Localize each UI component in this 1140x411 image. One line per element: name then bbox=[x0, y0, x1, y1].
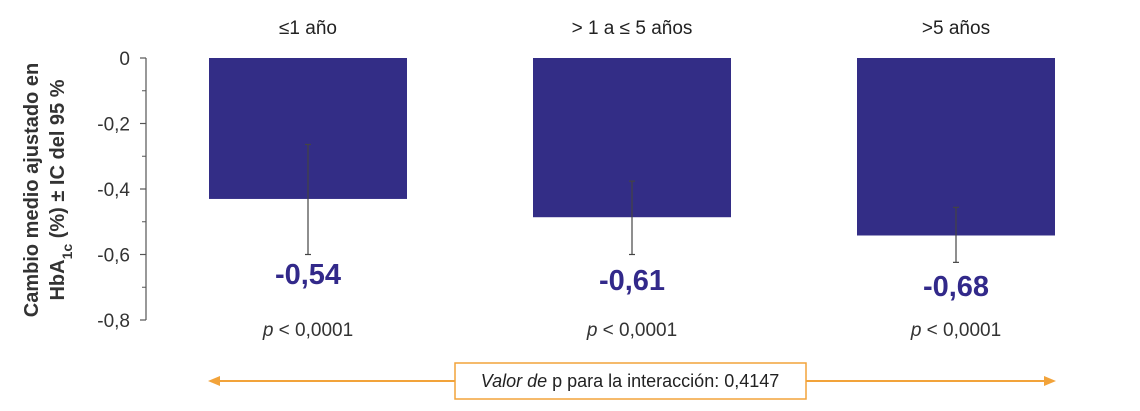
y-tick-label: -0,4 bbox=[97, 180, 130, 201]
arrow-head-right bbox=[1044, 376, 1056, 386]
bars bbox=[209, 58, 1055, 263]
interaction-box bbox=[454, 362, 807, 400]
y-tick-label: 0 bbox=[119, 49, 130, 70]
p-value-label: p < 0,0001 bbox=[910, 320, 1001, 341]
interaction-note: Valor de p para la interacción: 0,4147 bbox=[208, 362, 1056, 400]
bar bbox=[857, 58, 1055, 236]
labels: ≤1 año -0,54 p < 0,0001 > 1 a ≤ 5 años -0,61… bbox=[262, 18, 1001, 341]
axes: 0 -0,2 -0,4 -0,6 -0,8 bbox=[97, 49, 147, 332]
y-axis-title-line1: Cambio medio ajustado en bbox=[21, 63, 43, 317]
category-label: ≤1 año bbox=[279, 18, 337, 39]
p-value-label: p < 0,0001 bbox=[586, 320, 677, 341]
value-label: -0,54 bbox=[275, 259, 341, 291]
y-axis-title: Cambio medio ajustado en HbA1c (%) ± IC … bbox=[21, 63, 75, 317]
value-label: -0,61 bbox=[599, 265, 665, 297]
value-label: -0,68 bbox=[923, 271, 989, 303]
p-value-label: p < 0,0001 bbox=[262, 320, 353, 341]
y-tick-label: -0,2 bbox=[97, 115, 130, 136]
category-label: > 1 a ≤ 5 años bbox=[572, 18, 693, 39]
interaction-text: Valor de p para la interacción: 0,4147 bbox=[481, 371, 780, 391]
y-tick-label: -0,8 bbox=[97, 311, 130, 332]
y-axis-title-line2: HbA1c (%) ± IC del 95 % bbox=[47, 79, 75, 300]
category-label: >5 años bbox=[922, 18, 990, 39]
arrow-head-left bbox=[208, 376, 220, 386]
y-tick-label: -0,6 bbox=[97, 246, 130, 267]
